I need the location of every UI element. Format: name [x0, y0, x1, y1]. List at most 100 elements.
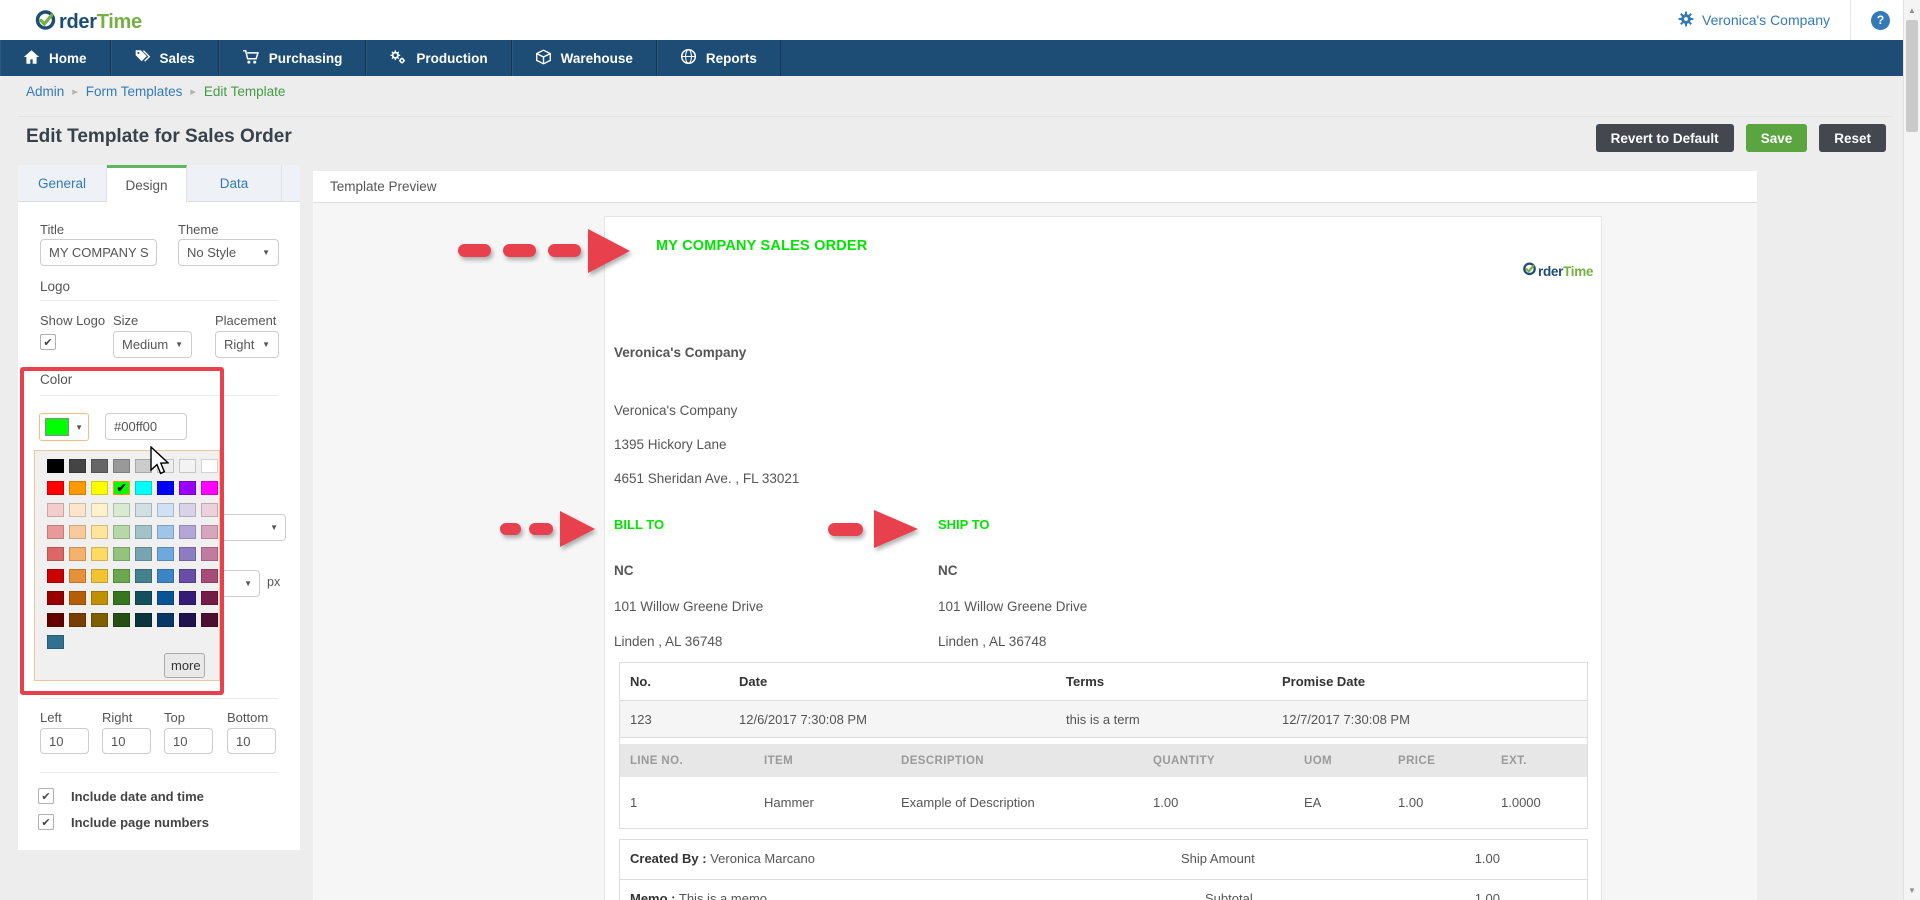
margin-top-input[interactable] — [164, 728, 213, 754]
revert-to-default-button[interactable]: Revert to Default — [1595, 124, 1734, 152]
breadcrumb-admin[interactable]: Admin — [26, 84, 65, 99]
palette-swatch[interactable] — [135, 569, 152, 583]
palette-swatch[interactable] — [201, 547, 218, 561]
palette-swatch[interactable] — [47, 569, 64, 583]
palette-swatch[interactable] — [47, 613, 64, 627]
theme-select[interactable]: No Style ▼ — [178, 239, 279, 266]
palette-swatch[interactable] — [135, 525, 152, 539]
include-datetime-checkbox[interactable] — [38, 788, 54, 804]
nav-sales[interactable]: Sales — [111, 40, 219, 76]
palette-swatch[interactable] — [179, 525, 196, 539]
palette-swatch[interactable] — [179, 481, 196, 495]
palette-swatch[interactable] — [157, 525, 174, 539]
color-hex-input[interactable] — [105, 413, 187, 440]
palette-swatch[interactable] — [157, 613, 174, 627]
palette-swatch[interactable] — [113, 569, 130, 583]
palette-swatch[interactable] — [157, 459, 174, 473]
palette-swatch[interactable] — [91, 481, 108, 495]
palette-swatch[interactable] — [69, 503, 86, 517]
palette-swatch[interactable] — [179, 459, 196, 473]
palette-swatch[interactable] — [135, 503, 152, 517]
palette-swatch[interactable]: ✔ — [113, 481, 130, 495]
palette-swatch[interactable] — [157, 569, 174, 583]
palette-swatch[interactable] — [135, 613, 152, 627]
palette-swatch[interactable] — [157, 547, 174, 561]
palette-swatch[interactable] — [113, 459, 130, 473]
save-button[interactable]: Save — [1745, 124, 1808, 152]
palette-swatch[interactable] — [91, 525, 108, 539]
palette-swatch[interactable] — [69, 481, 86, 495]
palette-swatch[interactable] — [69, 591, 86, 605]
tab-design[interactable]: Design — [107, 165, 187, 203]
palette-swatch[interactable] — [179, 569, 196, 583]
palette-swatch[interactable] — [113, 591, 130, 605]
palette-swatch[interactable] — [179, 547, 196, 561]
palette-swatch[interactable] — [69, 459, 86, 473]
palette-swatch[interactable] — [201, 459, 218, 473]
palette-swatch[interactable] — [91, 547, 108, 561]
more-colors-button[interactable]: more — [164, 653, 205, 678]
palette-swatch[interactable] — [91, 591, 108, 605]
palette-swatch[interactable] — [47, 459, 64, 473]
palette-swatch[interactable] — [201, 525, 218, 539]
palette-swatch[interactable] — [69, 525, 86, 539]
palette-swatch[interactable] — [113, 613, 130, 627]
tab-data[interactable]: Data — [187, 165, 282, 201]
palette-swatch[interactable] — [157, 481, 174, 495]
title-input[interactable] — [40, 239, 157, 266]
nav-home[interactable]: Home — [0, 40, 111, 76]
scroll-up-icon[interactable]: ▲ — [1908, 5, 1916, 15]
reset-button[interactable]: Reset — [1819, 124, 1886, 152]
palette-swatch[interactable] — [157, 591, 174, 605]
palette-swatch[interactable] — [47, 525, 64, 539]
palette-swatch[interactable] — [47, 503, 64, 517]
palette-swatch[interactable] — [69, 569, 86, 583]
nav-warehouse[interactable]: Warehouse — [512, 40, 657, 76]
palette-swatch[interactable] — [91, 459, 108, 473]
palette-swatch[interactable] — [113, 547, 130, 561]
palette-swatch[interactable] — [91, 613, 108, 627]
breadcrumb-form-templates[interactable]: Form Templates — [85, 84, 183, 99]
palette-swatch[interactable] — [135, 547, 152, 561]
palette-swatch[interactable] — [91, 503, 108, 517]
palette-swatch[interactable] — [179, 503, 196, 517]
palette-swatch[interactable] — [201, 569, 218, 583]
palette-swatch[interactable] — [69, 547, 86, 561]
palette-swatch[interactable] — [201, 481, 218, 495]
tab-general[interactable]: General — [18, 165, 107, 201]
margin-right-input[interactable] — [102, 728, 151, 754]
palette-swatch[interactable] — [179, 613, 196, 627]
palette-swatch[interactable] — [47, 547, 64, 561]
palette-swatch[interactable] — [201, 591, 218, 605]
vertical-scrollbar[interactable]: ▲ ▼ — [1903, 0, 1920, 900]
palette-swatch[interactable] — [91, 569, 108, 583]
palette-swatch[interactable] — [135, 481, 152, 495]
logo-size-select[interactable]: Medium ▼ — [113, 331, 192, 358]
margin-left-input[interactable] — [40, 728, 89, 754]
palette-swatch[interactable] — [135, 591, 152, 605]
palette-swatch[interactable] — [179, 591, 196, 605]
logo-placement-select[interactable]: Right ▼ — [215, 331, 279, 358]
scroll-down-icon[interactable]: ▼ — [1908, 885, 1916, 895]
palette-swatch[interactable] — [47, 481, 64, 495]
palette-swatch[interactable] — [113, 503, 130, 517]
company-menu[interactable]: Veronica's Company — [1658, 0, 1850, 40]
nav-production[interactable]: Production — [366, 40, 512, 76]
palette-swatch[interactable] — [201, 503, 218, 517]
palette-swatch[interactable] — [113, 525, 130, 539]
nav-purchasing[interactable]: Purchasing — [219, 40, 367, 76]
palette-swatch[interactable] — [135, 459, 152, 473]
margin-bottom-input[interactable] — [227, 728, 276, 754]
scrollbar-thumb[interactable] — [1906, 20, 1918, 132]
color-swatch-button[interactable]: ▼ — [39, 413, 89, 441]
palette-swatch[interactable] — [47, 635, 64, 649]
palette-swatch[interactable] — [201, 613, 218, 627]
ordertime-logo[interactable]: rderTime — [34, 8, 142, 36]
palette-swatch[interactable] — [157, 503, 174, 517]
palette-swatch[interactable] — [69, 613, 86, 627]
palette-swatch[interactable] — [47, 591, 64, 605]
help-icon[interactable]: ? — [1871, 10, 1890, 30]
show-logo-checkbox[interactable] — [40, 334, 56, 350]
include-pagenumbers-checkbox[interactable] — [38, 814, 54, 830]
nav-reports[interactable]: Reports — [657, 40, 781, 76]
